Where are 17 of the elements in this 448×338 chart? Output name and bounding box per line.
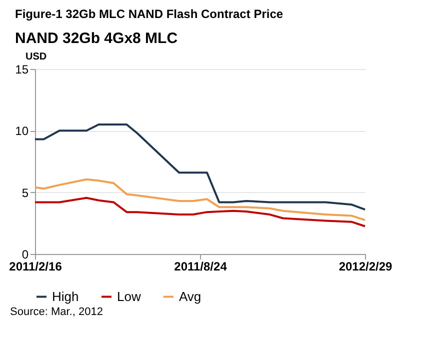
source-note: Source: Mar., 2012 — [9, 306, 104, 318]
x-tick-label: 2011/2/16 — [9, 260, 62, 274]
line-series — [34, 124, 366, 211]
legend-label: Avg — [179, 288, 202, 304]
y-tick-label: 0 — [22, 248, 29, 262]
x-tick-label: 2012/2/29 — [338, 260, 393, 274]
line-series — [34, 196, 366, 228]
chart-subtitle: NAND 32Gb 4Gx8 MLC — [15, 30, 178, 47]
y-tick-label: 15 — [15, 62, 29, 76]
line-series — [34, 178, 366, 222]
y-tick-label: 5 — [22, 186, 29, 200]
y-tick-label: 10 — [15, 124, 29, 138]
y-axis-title: USD — [26, 52, 47, 62]
legend-label: Low — [117, 288, 142, 304]
x-tick-label: 2011/8/24 — [174, 260, 228, 274]
chart-title: Figure-1 32Gb MLC NAND Flash Contract Price — [15, 7, 284, 21]
legend-label: High — [52, 288, 79, 304]
